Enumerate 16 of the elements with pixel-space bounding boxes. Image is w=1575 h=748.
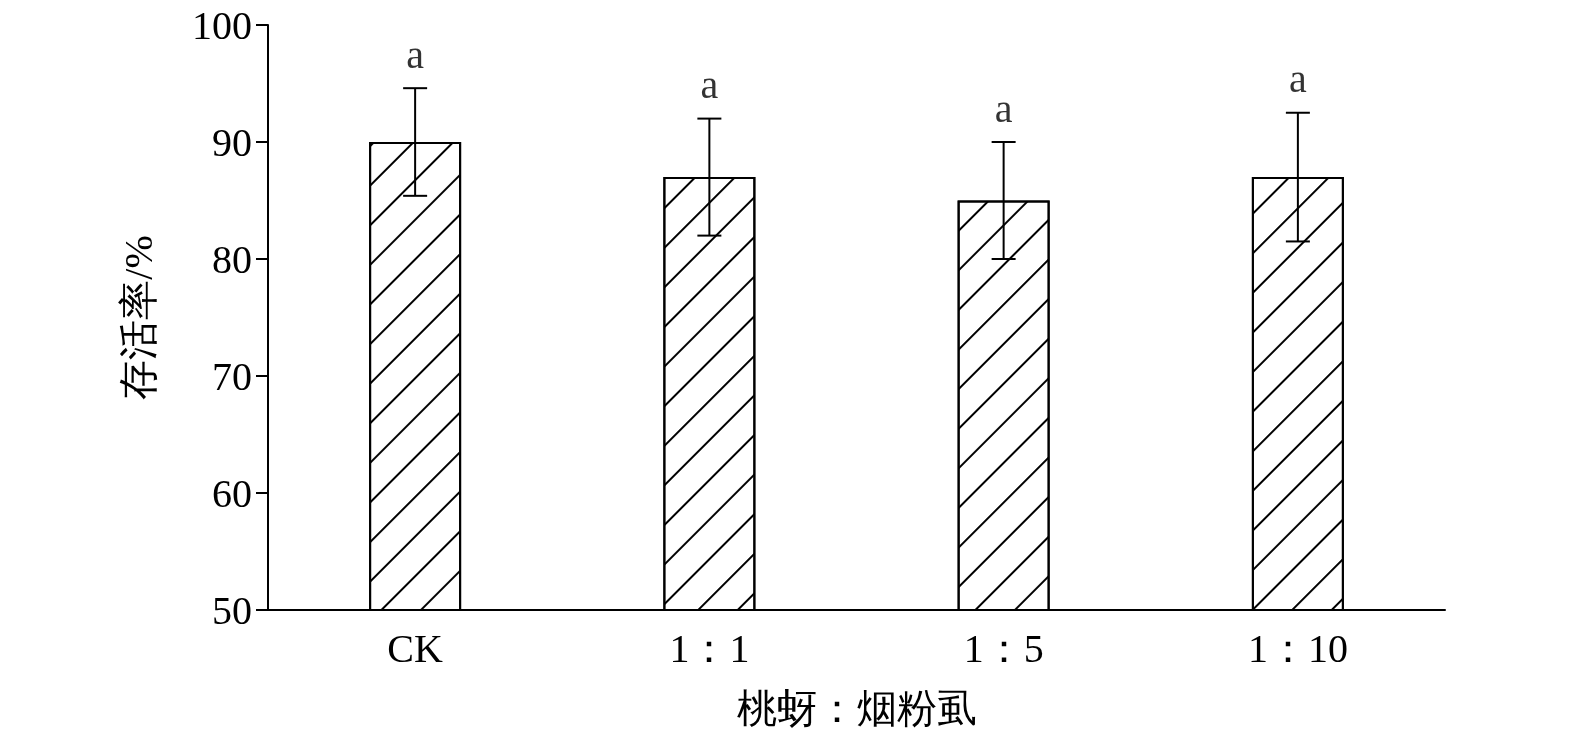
x-tick-label: 1：1: [669, 625, 750, 671]
y-tick-label: 90: [212, 119, 252, 165]
x-tick-label: 1：5: [963, 625, 1044, 671]
annotation: a: [994, 85, 1013, 131]
y-tick-label: 100: [192, 2, 252, 48]
y-tick-label: 50: [212, 587, 252, 633]
y-tick-label: 60: [212, 470, 252, 516]
x-tick-label: 1：10: [1247, 625, 1348, 671]
y-tick-label: 80: [212, 236, 252, 282]
annotation: a: [700, 62, 719, 108]
x-tick-label: CK: [387, 625, 444, 671]
x-axis-title: 桃蚜：烟粉虱: [736, 685, 977, 731]
annotation: a: [406, 31, 425, 77]
y-axis-title: 存活率/%: [115, 235, 161, 400]
y-tick-label: 70: [212, 353, 252, 399]
annotation: a: [1288, 56, 1307, 102]
